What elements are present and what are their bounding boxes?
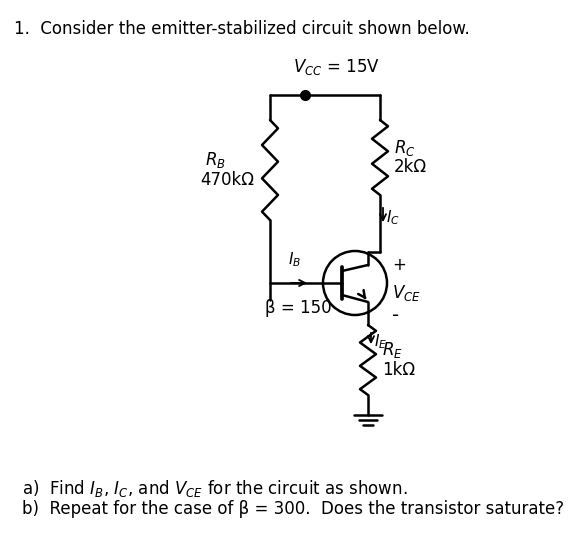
Text: +: +	[392, 256, 406, 274]
Text: $R_C$: $R_C$	[394, 137, 415, 157]
Text: 1.  Consider the emitter-stabilized circuit shown below.: 1. Consider the emitter-stabilized circu…	[14, 20, 470, 38]
Text: $R_E$: $R_E$	[382, 340, 403, 360]
Text: β = 150: β = 150	[265, 299, 332, 317]
Text: 2kΩ: 2kΩ	[394, 159, 427, 176]
Text: $V_{CC}$ = 15V: $V_{CC}$ = 15V	[293, 57, 380, 77]
Text: 470kΩ: 470kΩ	[200, 171, 254, 189]
Text: $I_C$: $I_C$	[386, 208, 400, 226]
Text: $I_B$: $I_B$	[288, 250, 301, 269]
Text: b)  Repeat for the case of β = 300.  Does the transistor saturate?: b) Repeat for the case of β = 300. Does …	[22, 500, 564, 518]
Text: -: -	[392, 306, 399, 325]
Text: $R_B$: $R_B$	[205, 150, 226, 170]
Text: 1kΩ: 1kΩ	[382, 361, 415, 379]
Text: $V_{CE}$: $V_{CE}$	[392, 283, 421, 303]
Text: a)  Find $I_B$, $I_C$, and $V_{CE}$ for the circuit as shown.: a) Find $I_B$, $I_C$, and $V_{CE}$ for t…	[22, 478, 407, 499]
Text: $I_E$: $I_E$	[374, 332, 387, 351]
